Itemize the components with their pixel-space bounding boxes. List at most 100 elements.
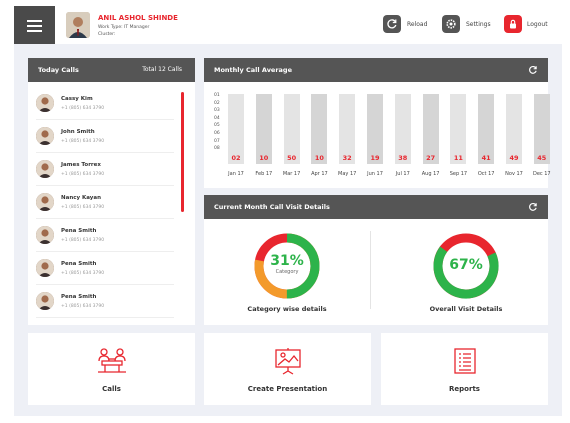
menu-button[interactable] bbox=[14, 6, 55, 44]
month-bar[interactable] bbox=[228, 94, 244, 164]
month-value: 10 bbox=[314, 154, 324, 162]
y-axis-label: 07 bbox=[214, 138, 220, 144]
tile-calls[interactable]: Calls bbox=[28, 333, 195, 405]
y-axis-label: 08 bbox=[214, 146, 220, 152]
overall-percent: 67% bbox=[449, 257, 483, 273]
contact-avatar bbox=[36, 160, 54, 178]
user-cluster: Cluster: bbox=[98, 32, 116, 37]
month-bar[interactable] bbox=[339, 94, 356, 164]
overall-green-segment bbox=[433, 233, 499, 299]
visit-details-header: Current Month Call Visit Details bbox=[204, 195, 548, 219]
contact-name: Pena Smith bbox=[61, 228, 97, 234]
y-axis-label: 02 bbox=[214, 100, 220, 106]
y-axis-label: 04 bbox=[214, 115, 220, 121]
contact-name: Cassy Kim bbox=[61, 96, 93, 102]
category-sub: Category bbox=[275, 269, 299, 275]
tile-reports[interactable]: Reports bbox=[381, 333, 548, 405]
call-list-scrollbar[interactable] bbox=[181, 92, 184, 212]
monthly-call-average-card: Monthly Call Average 01 02 03 04 05 06 07 08 02… bbox=[204, 58, 551, 188]
refresh-icon[interactable] bbox=[528, 65, 538, 75]
call-list-item[interactable]: Cassy Kim +1 (805) 634 3790 bbox=[36, 88, 174, 120]
call-list-item[interactable]: Pena Smith +1 (805) 634 3790 bbox=[36, 253, 174, 285]
menu-icon-line bbox=[27, 25, 42, 27]
call-list-item[interactable]: Nancy Kayan +1 (805) 634 3790 bbox=[36, 187, 174, 219]
month-label: Jul 17 bbox=[395, 171, 410, 177]
contact-avatar bbox=[36, 193, 54, 211]
month-value: 49 bbox=[509, 154, 519, 162]
report-icon bbox=[453, 348, 476, 374]
contact-phone: +1 (805) 634 3790 bbox=[61, 172, 105, 177]
month-bar[interactable] bbox=[255, 94, 272, 164]
contact-avatar bbox=[36, 127, 54, 145]
logout-button[interactable] bbox=[504, 15, 522, 33]
month-bar[interactable] bbox=[394, 94, 411, 164]
y-axis-label: 01 bbox=[214, 93, 220, 98]
month-value: 10 bbox=[259, 154, 269, 162]
today-calls-card: Today Calls Total 12 Calls Cassy Kim +1 (… bbox=[28, 58, 195, 325]
month-value: 50 bbox=[287, 154, 297, 162]
month-bar[interactable] bbox=[283, 94, 300, 164]
month-label: Feb 17 bbox=[255, 171, 273, 177]
month-bar[interactable] bbox=[533, 94, 550, 164]
category-caption: Category wise details bbox=[247, 305, 327, 313]
settings-icon bbox=[446, 19, 456, 29]
month-label: Sep 17 bbox=[449, 171, 468, 177]
logout-icon bbox=[510, 19, 516, 29]
contact-name: Pena Smith bbox=[61, 294, 97, 300]
y-axis-label: 05 bbox=[214, 123, 220, 129]
month-value: 41 bbox=[481, 154, 491, 162]
call-list-item[interactable]: Pena Smith +1 (805) 634 3790 bbox=[36, 286, 174, 318]
visit-details-card: Current Month Call Visit Details 31% Cat… bbox=[204, 195, 548, 325]
month-label: Apr 17 bbox=[311, 171, 328, 177]
contact-avatar bbox=[36, 292, 54, 310]
month-value: 45 bbox=[537, 154, 547, 162]
reload-label[interactable]: Reload bbox=[407, 21, 428, 28]
contact-name: Pena Smith bbox=[61, 261, 97, 267]
user-name: ANIL ASHOL SHINDE bbox=[98, 14, 178, 22]
contact-avatar bbox=[36, 259, 54, 277]
month-value: 02 bbox=[231, 154, 241, 162]
reload-button[interactable] bbox=[383, 15, 401, 33]
month-label: Mar 17 bbox=[282, 171, 301, 177]
month-bar[interactable] bbox=[450, 94, 467, 164]
divider bbox=[370, 231, 371, 309]
overall-caption: Overall Visit Details bbox=[429, 305, 503, 313]
top-header: ANIL ASHOL SHINDE Work Type: IT Manager … bbox=[14, 6, 562, 44]
contact-avatar bbox=[36, 94, 54, 112]
month-bar[interactable] bbox=[506, 94, 522, 164]
monthly-title: Monthly Call Average bbox=[214, 66, 292, 74]
settings-label[interactable]: Settings bbox=[466, 21, 491, 28]
category-donut bbox=[254, 233, 320, 299]
month-value: 19 bbox=[370, 154, 380, 162]
tile-calls-label: Calls bbox=[102, 385, 121, 393]
contact-phone: +1 (805) 634 3790 bbox=[61, 205, 105, 210]
month-bar[interactable] bbox=[478, 94, 495, 164]
month-label: Jan 17 bbox=[228, 171, 244, 177]
tile-create-presentation[interactable]: Create Presentation bbox=[204, 333, 371, 405]
month-label: Nov 17 bbox=[505, 171, 523, 177]
month-bar[interactable] bbox=[311, 94, 328, 164]
presentation-icon bbox=[274, 348, 301, 375]
logout-label[interactable]: Logout bbox=[527, 21, 548, 28]
contact-avatar bbox=[36, 226, 54, 244]
call-list-item[interactable]: James Torrex +1 (805) 634 3790 bbox=[36, 154, 174, 186]
contact-phone: +1 (805) 634 3790 bbox=[61, 271, 105, 276]
user-avatar[interactable] bbox=[66, 12, 90, 38]
tile-reports-label: Reports bbox=[449, 385, 480, 393]
month-label: Aug 17 bbox=[421, 171, 440, 177]
month-value: 27 bbox=[426, 154, 436, 162]
reload-icon bbox=[387, 19, 397, 29]
month-label: Jun 17 bbox=[367, 171, 383, 177]
y-axis-label: 06 bbox=[214, 131, 220, 136]
monthly-header: Monthly Call Average bbox=[204, 58, 548, 82]
meeting-icon bbox=[97, 348, 126, 373]
month-bar[interactable] bbox=[367, 94, 383, 164]
call-list-item[interactable]: Pena Smith +1 (805) 634 3790 bbox=[36, 220, 174, 252]
settings-button[interactable] bbox=[442, 15, 460, 33]
month-bar[interactable] bbox=[422, 94, 439, 164]
call-list-item[interactable]: John Smith +1 (805) 634 3790 bbox=[36, 121, 174, 153]
month-label: Oct 17 bbox=[477, 171, 495, 177]
contact-name: Nancy Kayan bbox=[61, 195, 102, 201]
month-value: 11 bbox=[453, 154, 463, 162]
refresh-icon[interactable] bbox=[528, 202, 538, 212]
